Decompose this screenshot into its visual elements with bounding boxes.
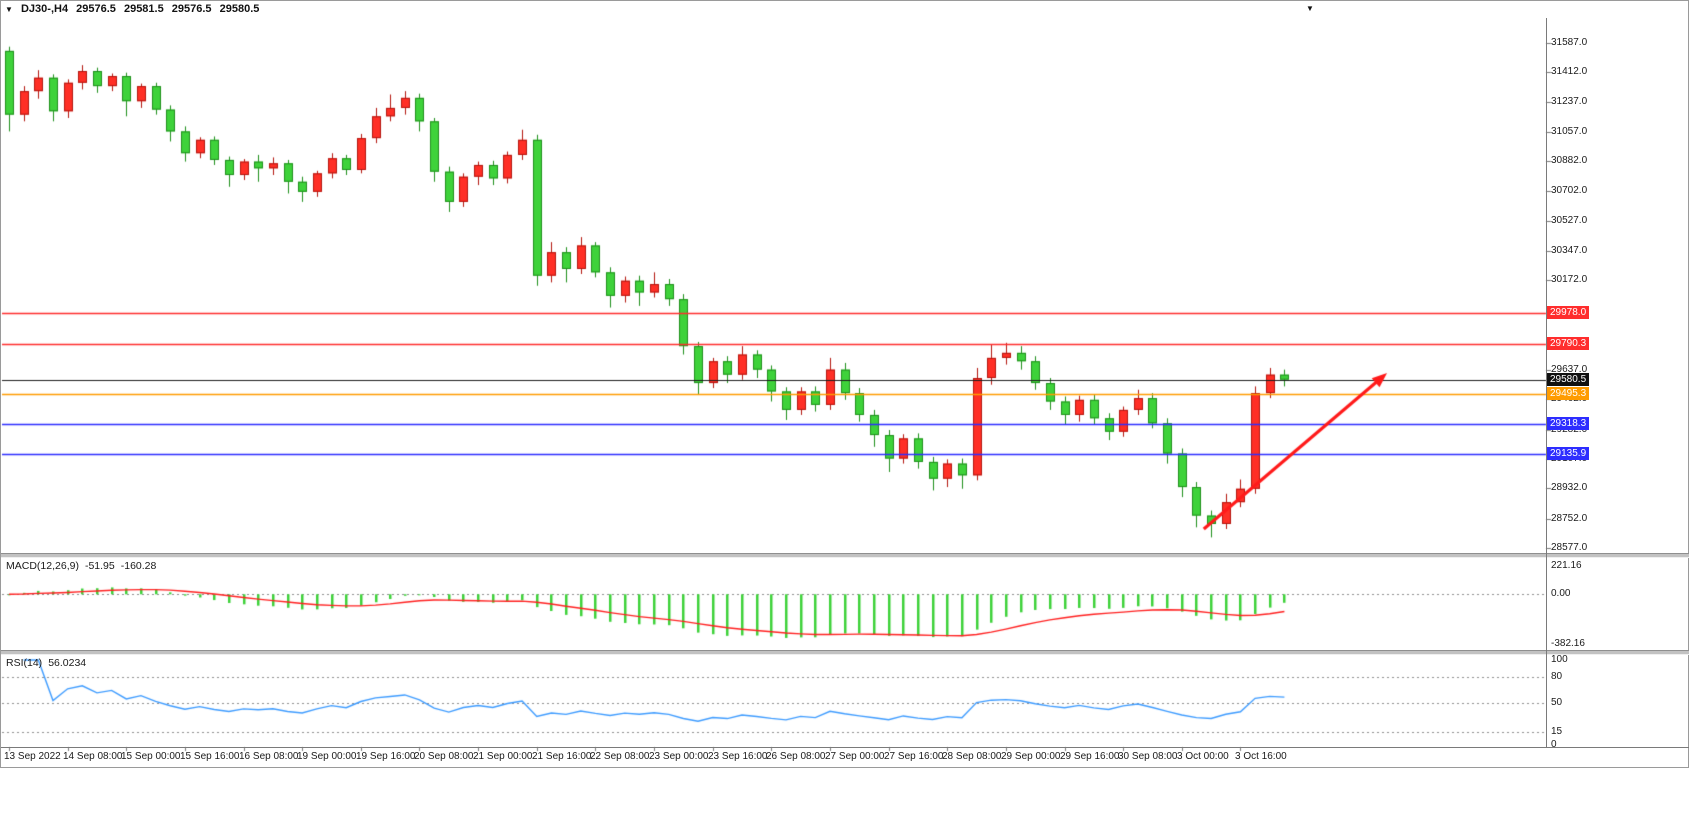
time-axis-label: 3 Oct 00:00 (1177, 751, 1229, 762)
time-axis-label: 21 Sep 16:00 (532, 751, 592, 762)
price-axis-label: 28752.0 (1551, 513, 1588, 524)
time-axis-label: 23 Sep 00:00 (649, 751, 709, 762)
time-axis-label: 30 Sep 08:00 (1118, 751, 1178, 762)
price-axis-line (1546, 18, 1547, 747)
bid-price-badge: 29580.5 (1547, 373, 1590, 386)
time-axis-label: 26 Sep 08:00 (766, 751, 826, 762)
price-axis-label: 30172.0 (1551, 274, 1588, 285)
symbol-period-label: DJ30-,H4 (20, 3, 69, 15)
price-line-badge[interactable]: 29978.0 (1547, 306, 1590, 319)
price-line-badge[interactable]: 29790.3 (1547, 337, 1590, 350)
time-axis-label: 20 Sep 08:00 (414, 751, 474, 762)
autoscroll-icon: ▼ (1306, 4, 1314, 13)
chart-canvas[interactable] (1, 1, 1689, 769)
price-axis-label: 29637.0 (1551, 364, 1588, 375)
time-axis-label: 27 Sep 16:00 (884, 751, 944, 762)
price-axis-label: 28932.0 (1551, 482, 1588, 493)
price-axis-label: 30527.0 (1551, 215, 1588, 226)
panel-separator-macd[interactable] (1, 553, 1689, 558)
macd-signal-value: -160.28 (120, 560, 157, 572)
price-axis-label: 30702.0 (1551, 185, 1588, 196)
symbol-dropdown-icon[interactable]: ▼ (5, 5, 13, 14)
rsi-axis-label: 15 (1551, 726, 1563, 737)
time-axis-label: 19 Sep 16:00 (356, 751, 416, 762)
macd-axis-label: 0.00 (1551, 588, 1571, 599)
ohlc-close: 29580.5 (219, 3, 260, 15)
price-axis-label: 31237.0 (1551, 96, 1588, 107)
macd-main-value: -51.95 (84, 560, 115, 572)
panel-separator-rsi[interactable] (1, 650, 1689, 655)
rsi-params-label: RSI(14) (6, 657, 43, 669)
macd-params-label: MACD(12,26,9) (6, 560, 79, 572)
macd-indicator-label: MACD(12,26,9) -51.95 -160.28 (6, 560, 162, 572)
time-axis-label: 23 Sep 16:00 (708, 751, 768, 762)
macd-axis-label: -382.16 (1551, 638, 1585, 649)
ohlc-low: 29576.5 (171, 3, 212, 15)
price-line-badge[interactable]: 29495.3 (1547, 387, 1590, 400)
time-axis-label: 28 Sep 08:00 (942, 751, 1002, 762)
time-axis-label: 14 Sep 08:00 (63, 751, 123, 762)
time-axis-label: 27 Sep 00:00 (825, 751, 885, 762)
price-line-badge[interactable]: 29318.3 (1547, 417, 1590, 430)
time-axis-label: 21 Sep 00:00 (473, 751, 533, 762)
rsi-axis-label: 100 (1551, 654, 1568, 665)
rsi-indicator-label: RSI(14) 56.0234 (6, 657, 92, 669)
price-axis-label: 31587.0 (1551, 37, 1588, 48)
rsi-axis-label: 80 (1551, 671, 1563, 682)
rsi-axis-label: 0 (1551, 739, 1557, 750)
time-axis-label: 16 Sep 08:00 (239, 751, 299, 762)
ohlc-open: 29576.5 (76, 3, 116, 15)
price-axis-label: 31412.0 (1551, 66, 1588, 77)
time-axis-label: 3 Oct 16:00 (1235, 751, 1287, 762)
time-axis-label: 22 Sep 08:00 (590, 751, 650, 762)
rsi-axis-label: 50 (1551, 697, 1563, 708)
macd-axis-label: 221.16 (1551, 560, 1582, 571)
ohlc-high: 29581.5 (123, 3, 164, 15)
rsi-value: 56.0234 (48, 657, 87, 669)
chart-header: ▼ DJ30-,H4 29576.5 29581.5 29576.5 29580… (5, 3, 264, 15)
time-axis-label: 29 Sep 00:00 (1001, 751, 1061, 762)
chart-frame: ▼ DJ30-,H4 29576.5 29581.5 29576.5 29580… (0, 0, 1689, 769)
time-axis-line (1, 747, 1689, 748)
time-axis-label: 13 Sep 2022 (4, 751, 61, 762)
price-line-badge[interactable]: 29135.9 (1547, 447, 1590, 460)
time-axis-label: 15 Sep 00:00 (121, 751, 181, 762)
price-axis-label: 30882.0 (1551, 155, 1588, 166)
price-axis-label: 30347.0 (1551, 245, 1588, 256)
price-axis-label: 28577.0 (1551, 542, 1588, 553)
price-axis-label: 31057.0 (1551, 126, 1588, 137)
time-axis-label: 29 Sep 16:00 (1060, 751, 1120, 762)
time-axis-label: 15 Sep 16:00 (180, 751, 240, 762)
time-axis-label: 19 Sep 00:00 (297, 751, 357, 762)
